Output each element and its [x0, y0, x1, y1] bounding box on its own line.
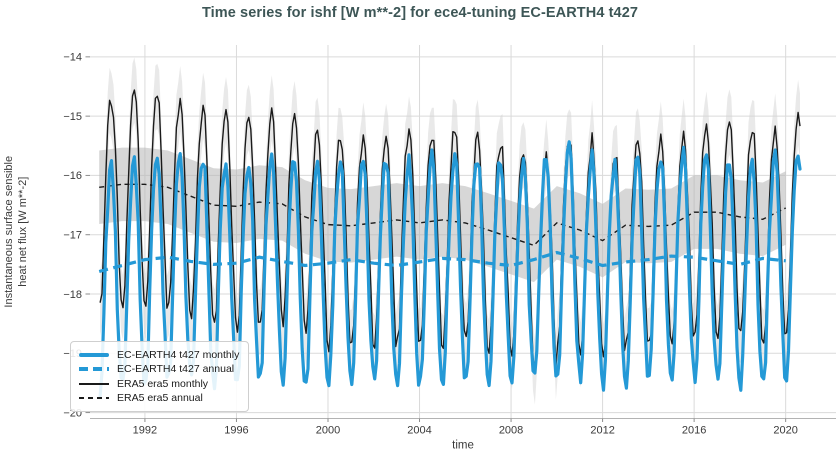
y-tick-label: −17	[63, 230, 82, 242]
y-axis-label-line2: heat net flux [W m**-2]	[17, 177, 29, 287]
legend-item-era5-monthly: ERA5 era5 monthly	[79, 377, 240, 391]
black-solid-line-sample	[79, 382, 109, 385]
x-tick-label: 2012	[590, 425, 614, 437]
era5-annual-std-band	[99, 147, 786, 283]
y-axis-label-line1: Instantaneous surface sensible	[3, 156, 15, 308]
x-tick-label: 2020	[773, 425, 797, 437]
legend-item-era5-annual: ERA5 era5 annual	[79, 391, 240, 405]
black-dashed-line-sample	[79, 396, 109, 399]
legend-item-ecearth-monthly: EC-EARTH4 t427 monthly	[79, 348, 240, 362]
x-tick-label: 2008	[499, 425, 523, 437]
ecearth-annual-line	[98, 250, 786, 274]
blue-dashed-line-sample	[79, 367, 109, 372]
x-tick-label: 2016	[682, 425, 706, 437]
x-tick-label: 1996	[224, 425, 248, 437]
legend-label: ERA5 era5 monthly	[117, 377, 209, 390]
y-tick-label: −16	[63, 170, 82, 182]
x-tick-label: 2004	[407, 425, 431, 437]
x-tick-label: 1992	[133, 425, 157, 437]
legend: EC-EARTH4 t427 monthly EC-EARTH4 t427 an…	[70, 341, 249, 412]
x-tick-label: 2000	[316, 425, 340, 437]
legend-label: ERA5 era5 annual	[117, 391, 203, 404]
legend-label: EC-EARTH4 t427 annual	[117, 363, 235, 376]
blue-solid-line-sample	[79, 353, 109, 357]
y-tick-label: −15	[63, 111, 82, 123]
x-axis-label: time	[452, 440, 474, 452]
legend-label: EC-EARTH4 t427 monthly	[117, 349, 240, 361]
y-tick-label: −18	[63, 289, 82, 301]
era5-annual-line	[99, 183, 787, 247]
chart-title: Time series for ishf [W m**-2] for ece4-…	[201, 5, 639, 21]
y-tick-label: −14	[63, 52, 82, 64]
legend-item-ecearth-annual: EC-EARTH4 t427 annual	[79, 362, 240, 376]
